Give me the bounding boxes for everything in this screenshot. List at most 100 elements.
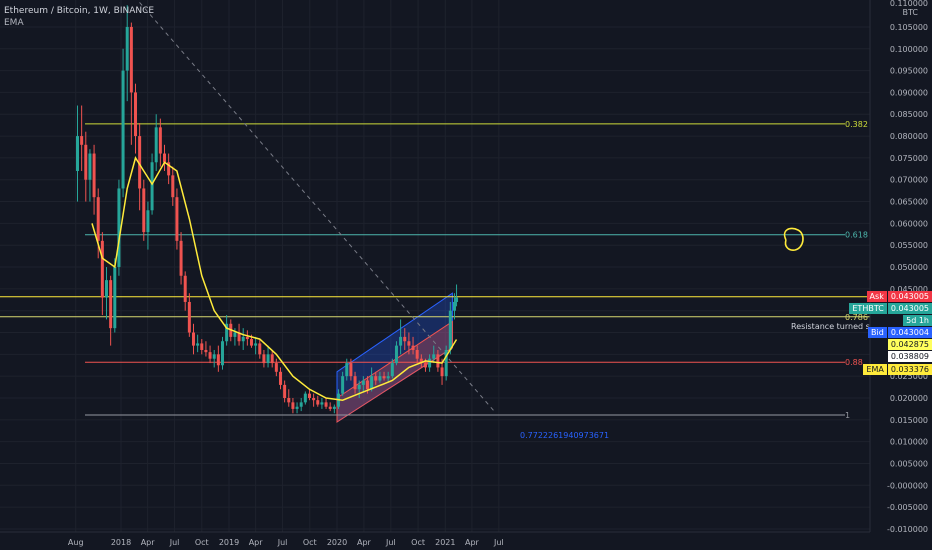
candle-body [237, 332, 241, 342]
price-axis-label: 0.015000 [890, 416, 928, 425]
candle-body [88, 153, 92, 180]
candle-body [196, 343, 200, 346]
candle-body [254, 343, 258, 346]
price-axis-label: 0.055000 [890, 241, 928, 250]
price-axis-label: 0.065000 [890, 198, 928, 207]
price-axis-label: 0.070000 [890, 176, 928, 185]
price-axis-label: 0.010000 [890, 438, 928, 447]
candle-body [278, 371, 282, 385]
candle-body [220, 341, 224, 366]
time-axis-label: 2021 [435, 538, 455, 547]
candle-body [138, 136, 142, 189]
candle-body [96, 197, 100, 241]
price-tag: EMA 0.033376 [863, 364, 932, 375]
price-tag-value: 0.043005 [887, 303, 932, 314]
candle-body [349, 363, 353, 377]
candle-body [328, 406, 332, 409]
price-axis-label: 0.080000 [890, 132, 928, 141]
highlight-circle [783, 227, 804, 251]
candle-body [386, 376, 390, 379]
fib-label-0786: 0.786 [845, 313, 868, 322]
candle-body [113, 267, 117, 329]
candle-body [100, 240, 104, 298]
candle-body [270, 354, 274, 364]
candle-body [452, 301, 456, 311]
price-axis-label: 0.005000 [890, 459, 928, 468]
candle-body [212, 354, 216, 359]
time-axis-label: Oct [411, 538, 425, 547]
price-axis-label: 0.020000 [890, 394, 928, 403]
time-axis-label: Apr [465, 538, 480, 547]
candle-body [353, 376, 357, 390]
price-axis-label: -0.005000 [887, 503, 928, 512]
candle-body [92, 153, 96, 198]
fib-label-088: 0.88 [845, 358, 863, 367]
candle-body [117, 188, 121, 268]
fib-label-1: 1 [845, 411, 850, 420]
candle-body [204, 349, 208, 353]
time-axis-label: 2018 [111, 538, 131, 547]
candle-body [216, 354, 220, 366]
price-axis-label: -0.010000 [887, 525, 928, 534]
time-axis-label: Apr [141, 538, 156, 547]
time-axis-label: 2020 [327, 538, 347, 547]
candle-body [341, 376, 345, 394]
price-tag: 0.038809 [887, 351, 932, 362]
candle-body [208, 352, 212, 359]
time-axis-label: Jul [169, 538, 180, 547]
candle-body [125, 26, 129, 71]
candle-body [158, 127, 162, 154]
price-axis-label: 0.075000 [890, 154, 928, 163]
candle-body [162, 153, 166, 163]
candle-body [191, 332, 195, 346]
candle-body [382, 376, 386, 379]
price-tag: 0.042875 [887, 339, 932, 350]
candle-body [307, 393, 311, 398]
candle-body [142, 188, 146, 233]
candle-body [324, 402, 328, 407]
price-axis-label: 0.105000 [890, 23, 928, 32]
price-tag: Ask 0.043005 [866, 291, 932, 302]
time-axis-label: Oct [303, 538, 317, 547]
price-axis-label: 0.060000 [890, 219, 928, 228]
candle-body [299, 402, 303, 407]
price-tag: 5d 1h [903, 315, 932, 326]
candle-body [444, 349, 448, 377]
fib-label-0382: 0.382 [845, 120, 868, 129]
candle-body [436, 354, 440, 368]
price-tag-label: Ask [866, 291, 887, 302]
fib-label-0618: 0.618 [845, 231, 868, 240]
candle-body [150, 162, 154, 211]
price-axis-label: -0.000000 [887, 481, 928, 490]
price-tag-value: 5d 1h [903, 315, 932, 326]
time-axis-label: Jul [493, 538, 504, 547]
price-tag-label: ETHBTC [849, 303, 887, 314]
candle-body [167, 162, 171, 176]
price-axis-label: 0.085000 [890, 110, 928, 119]
candle-body [84, 144, 88, 180]
candle-body [76, 136, 80, 171]
candle-body [200, 343, 204, 350]
candle-body [233, 332, 237, 337]
candle-body [183, 275, 187, 302]
candle-body [179, 240, 183, 276]
price-axis-label: 0.095000 [890, 67, 928, 76]
candle-body [312, 397, 316, 401]
candle-body [403, 336, 407, 342]
candle-body [129, 26, 133, 93]
candle-body [390, 363, 394, 377]
candle-body [303, 393, 307, 403]
resistance-note: Resistance turned support...? [791, 322, 908, 331]
candle-body [225, 323, 229, 342]
candle-body [423, 363, 427, 368]
price-tag: Bid 0.043004 [868, 327, 932, 338]
candle-body [378, 376, 382, 381]
candle-body [249, 339, 253, 346]
candle-body [357, 384, 361, 390]
candle-body [455, 297, 459, 302]
ema-line [91, 156, 458, 401]
candle-body [332, 406, 336, 409]
candle-body [432, 354, 436, 359]
